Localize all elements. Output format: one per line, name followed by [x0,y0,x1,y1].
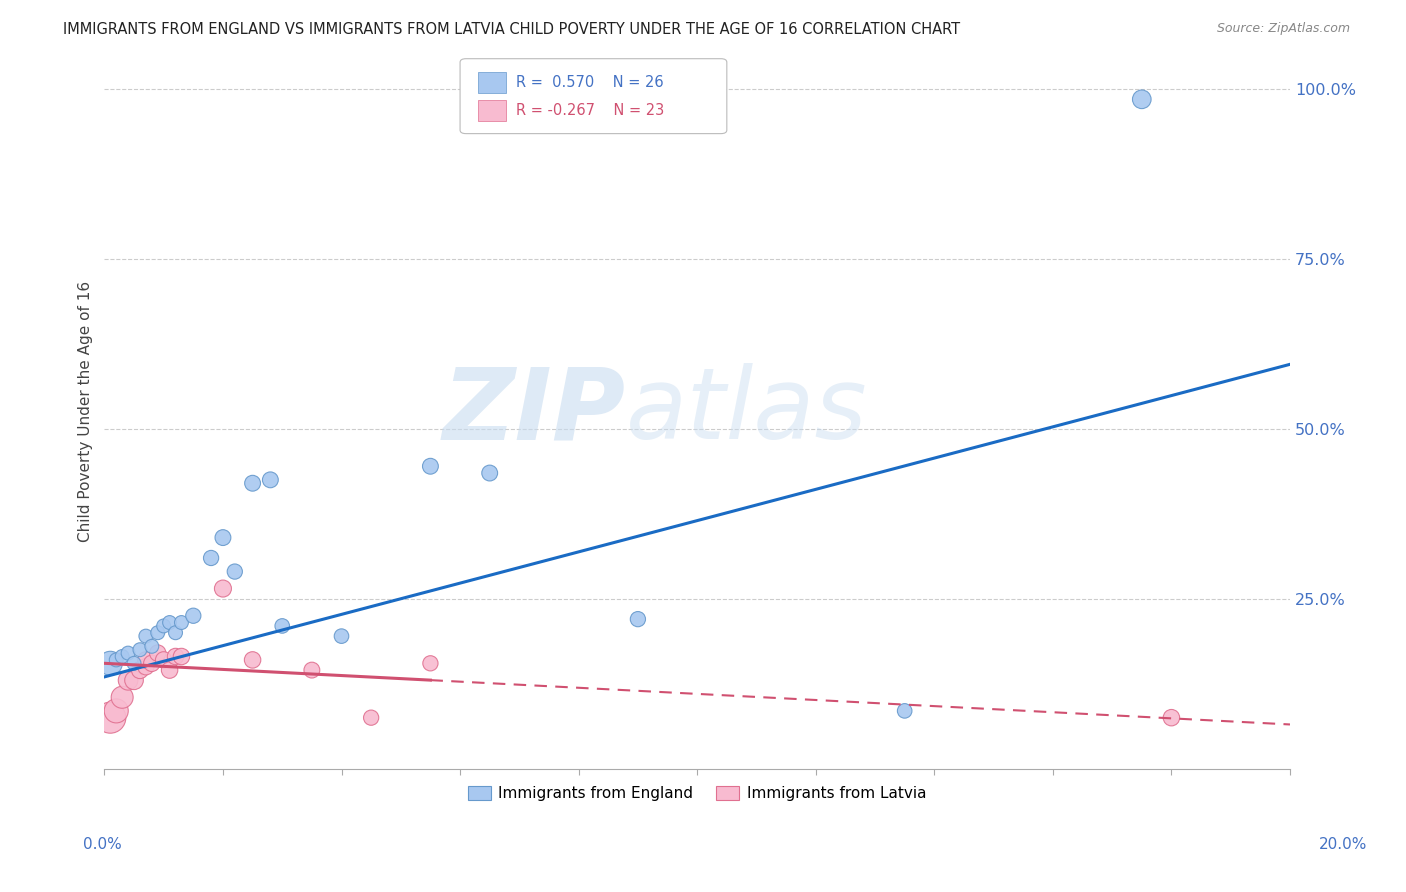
Point [129,663,152,677]
Point [146,646,169,660]
Text: IMMIGRANTS FROM ENGLAND VS IMMIGRANTS FROM LATVIA CHILD POVERTY UNDER THE AGE OF: IMMIGRANTS FROM ENGLAND VS IMMIGRANTS FR… [63,22,960,37]
FancyBboxPatch shape [478,71,506,93]
Point [117,646,139,660]
Point [212,531,235,545]
Point [122,673,145,688]
Point [200,551,222,566]
Point [1130,92,1153,106]
Point [159,663,181,677]
Text: R = -0.267    N = 23: R = -0.267 N = 23 [516,103,664,119]
Text: ZIP: ZIP [443,363,626,460]
Point [141,640,163,654]
Point [146,625,169,640]
Point [259,473,281,487]
Point [165,649,187,664]
Point [159,615,181,630]
Point [181,608,204,623]
Text: R =  0.570    N = 26: R = 0.570 N = 26 [516,75,664,90]
FancyBboxPatch shape [460,59,727,134]
FancyBboxPatch shape [478,100,506,121]
Text: atlas: atlas [626,363,868,460]
Point [478,466,501,480]
Point [1160,711,1182,725]
Point [330,629,353,643]
Point [152,619,174,633]
Y-axis label: Child Poverty Under the Age of 16: Child Poverty Under the Age of 16 [79,281,93,542]
Point [419,657,441,671]
Point [98,657,121,671]
Point [170,615,193,630]
Point [105,653,128,667]
Point [152,653,174,667]
Point [135,629,157,643]
Point [135,659,157,673]
Point [242,476,264,491]
Point [419,459,441,474]
Point [129,642,152,657]
Point [271,619,294,633]
Point [212,582,235,596]
Point [165,625,187,640]
Point [242,653,264,667]
Point [111,649,134,664]
Point [224,565,246,579]
Point [301,663,323,677]
Point [117,673,139,688]
Point [105,704,128,718]
Point [122,657,145,671]
Text: 20.0%: 20.0% [1319,837,1367,852]
Point [135,653,157,667]
Point [98,711,121,725]
Point [627,612,650,626]
Legend: Immigrants from England, Immigrants from Latvia: Immigrants from England, Immigrants from… [461,780,932,807]
Text: 0.0%: 0.0% [83,837,122,852]
Point [111,690,134,705]
Point [360,711,382,725]
Text: Source: ZipAtlas.com: Source: ZipAtlas.com [1216,22,1350,36]
Point [141,657,163,671]
Point [170,649,193,664]
Point [893,704,915,718]
